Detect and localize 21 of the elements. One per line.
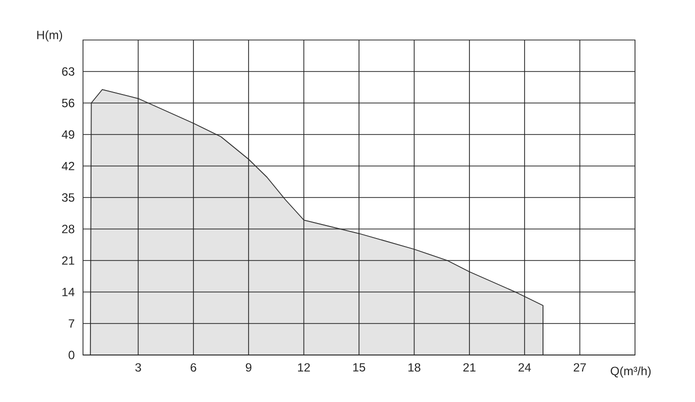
y-tick-label: 42 bbox=[62, 162, 74, 170]
x-tick-label: 27 bbox=[574, 363, 586, 372]
y-tick-label: 21 bbox=[62, 256, 74, 265]
x-axis-title: Q(m³/h) bbox=[610, 366, 651, 378]
x-tick-label: 18 bbox=[408, 363, 420, 372]
y-tick-label: 28 bbox=[62, 224, 74, 234]
x-tick-label: 3 bbox=[135, 363, 142, 372]
y-tick-label: 56 bbox=[62, 98, 74, 108]
y-tick-label: 49 bbox=[62, 130, 74, 139]
y-tick-label: 35 bbox=[62, 193, 74, 202]
x-tick-label: 9 bbox=[246, 363, 252, 372]
y-tick-label: 14 bbox=[62, 288, 74, 296]
x-tick-label: 15 bbox=[353, 363, 366, 372]
x-tick-label: 6 bbox=[190, 363, 196, 372]
y-tick-label: 0 bbox=[68, 350, 74, 360]
x-tick-label: 12 bbox=[298, 363, 310, 372]
x-tick-label: 21 bbox=[463, 363, 476, 372]
x-tick-label: 24 bbox=[518, 363, 531, 372]
y-tick-label: 63 bbox=[62, 67, 74, 76]
y-tick-label: 7 bbox=[68, 319, 74, 328]
y-axis-title: H(m) bbox=[37, 30, 62, 42]
